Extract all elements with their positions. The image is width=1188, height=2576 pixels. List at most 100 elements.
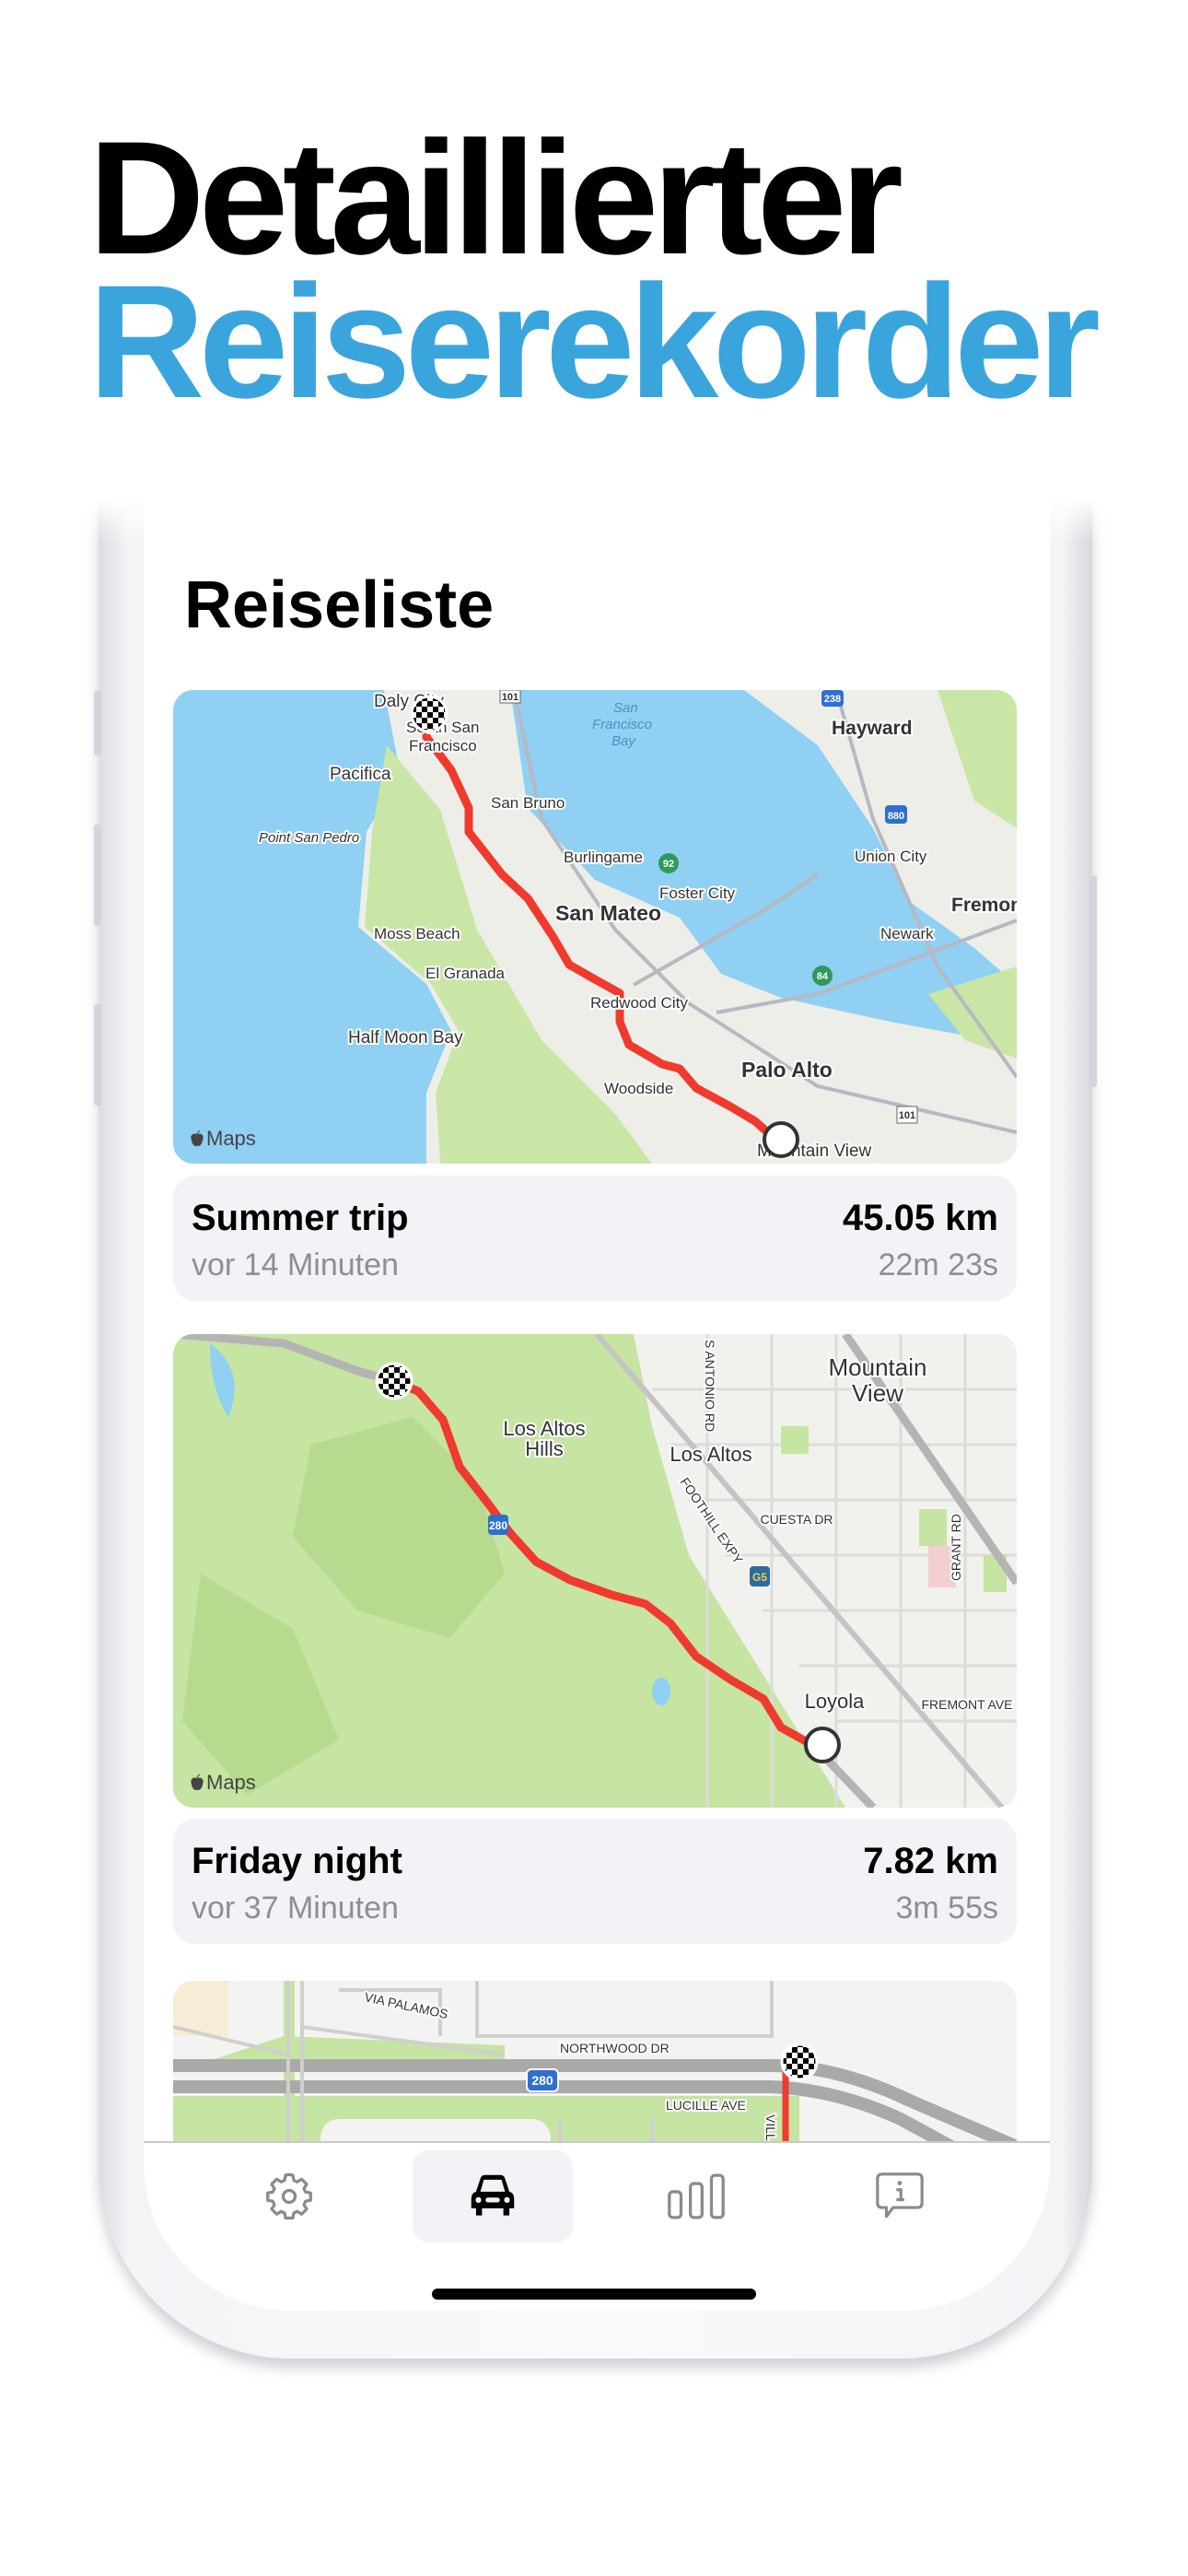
street-label: FREMONT AVE [921, 1697, 1012, 1712]
phone-side-button [94, 691, 101, 755]
top-fade [83, 479, 1105, 544]
highway-shield: 880 [888, 811, 904, 822]
park-patches [781, 1426, 1007, 1592]
trip-map[interactable]: Daly City South San Francisco Pacifica S… [173, 690, 1017, 1164]
map-label: Pacifica [330, 765, 391, 784]
start-flag-icon [375, 1362, 413, 1400]
map-label: Union City [855, 848, 927, 865]
end-point-marker [804, 1727, 841, 1763]
map-label: Fremont [951, 895, 1017, 916]
phone-side-button [94, 1004, 101, 1106]
foothill-expressway [594, 1334, 1005, 1808]
car-icon [471, 2174, 515, 2216]
trip-name: Friday night [192, 1841, 402, 1881]
street-label: GRANT RD [949, 1514, 963, 1581]
trip-card[interactable]: Friday night 7.82 km vor 37 Minuten 3m 5… [173, 1819, 1017, 1944]
trip-map[interactable]: Mountain View Los Altos Hills Los Altos … [173, 1334, 1017, 1808]
trip-distance: 7.82 km [863, 1841, 998, 1881]
map-label: Woodside [604, 1080, 673, 1097]
tab-trips[interactable] [413, 2150, 573, 2242]
highway-shield: 84 [817, 971, 829, 982]
map-label: Point San Pedro [259, 830, 359, 846]
streets [652, 1334, 1017, 1808]
trip-duration: 3m 55s [895, 1891, 999, 1926]
map-label: San Mateo [555, 901, 661, 925]
trip-distance: 45.05 km [842, 1198, 998, 1238]
streets [173, 1981, 774, 2142]
tab-settings[interactable] [209, 2150, 369, 2242]
map-label: Mountain [829, 1353, 927, 1381]
map-label: Palo Alto [741, 1058, 833, 1082]
highway-shield: 101 [899, 1110, 915, 1121]
headline-line-1: Detaillierter [88, 109, 903, 288]
highway-shield: 280 [489, 1519, 507, 1532]
tab-statistics[interactable] [616, 2150, 776, 2242]
maps-text: Maps [206, 1127, 256, 1150]
map-label: San Bruno [491, 794, 565, 812]
trip-duration: 22m 23s [878, 1247, 998, 1282]
apple-icon [191, 1774, 204, 1790]
map-label: Loyola [805, 1690, 866, 1713]
map-label: Half Moon Bay [348, 1028, 463, 1048]
highway-shield: 101 [502, 692, 518, 703]
street-label: LUCILLE AVE [666, 2098, 746, 2113]
map-label: Bay [611, 733, 636, 749]
map-label: Francisco [409, 737, 477, 755]
highway-shield: 238 [824, 694, 841, 705]
hospital-area [928, 1546, 956, 1587]
apple-maps-logo: Maps [190, 1127, 256, 1151]
urban-area [634, 1334, 1017, 1808]
gear-icon [266, 2172, 312, 2220]
map-label: Los Altos [503, 1417, 585, 1440]
street-label: S ANTONIO RD [703, 1340, 717, 1432]
map-label: Moss Beach [374, 925, 460, 943]
map-label: Hills [525, 1437, 564, 1460]
map-label: Los Altos [670, 1443, 751, 1466]
freeways [173, 2059, 1017, 2181]
hills [182, 1574, 339, 1795]
pond [652, 1678, 670, 1705]
street-label: CUESTA DR [760, 1512, 833, 1527]
map-label: View [852, 1379, 903, 1407]
bar-chart-icon [668, 2173, 725, 2219]
map-label: El Granada [425, 965, 506, 982]
map-label: Francisco [592, 717, 652, 732]
highway-shield: 280 [531, 2073, 553, 2088]
highway-shield: G5 [752, 1571, 767, 1584]
park-area [365, 745, 652, 1164]
info-bubble-icon [876, 2172, 924, 2219]
trip-card[interactable]: Summer trip 45.05 km vor 14 Minuten 22m … [173, 1176, 1017, 1301]
park-area [938, 690, 1017, 828]
phone-side-button [94, 825, 101, 926]
highway-shield: 92 [663, 859, 674, 870]
page-title: Reiseliste [184, 568, 495, 642]
trip-time-ago: vor 14 Minuten [192, 1247, 399, 1282]
lake [210, 1343, 235, 1417]
apple-icon [191, 1130, 204, 1146]
route-line [422, 709, 786, 1149]
headline-line-2: Reiserekorder [88, 252, 1101, 432]
home-indicator[interactable] [432, 2289, 756, 2300]
map-label: Hayward [832, 718, 913, 739]
hills [293, 1417, 505, 1638]
end-point-marker [763, 1121, 799, 1158]
street-label: NORTHWOOD DR [560, 2041, 670, 2055]
start-flag-icon [780, 2043, 819, 2081]
phone-side-button [1089, 875, 1097, 1087]
tab-info[interactable] [820, 2150, 980, 2242]
start-flag-icon [410, 695, 448, 733]
map-label: Foster City [659, 884, 736, 902]
maps-text: Maps [206, 1771, 256, 1794]
map-label: San [613, 700, 638, 716]
map-label: Burlingame [564, 849, 643, 866]
trip-time-ago: vor 37 Minuten [192, 1891, 399, 1926]
trip-name: Summer trip [192, 1198, 409, 1238]
apple-maps-logo: Maps [190, 1771, 256, 1795]
map-label: Redwood City [590, 994, 688, 1012]
phone-screen: Reiseliste Daly City South San Fran [144, 498, 1050, 2311]
map-label: Newark [880, 925, 934, 943]
tab-bar [144, 2141, 1050, 2311]
route-line [388, 1376, 819, 1751]
roads [512, 690, 1017, 1134]
area [173, 1981, 228, 2036]
